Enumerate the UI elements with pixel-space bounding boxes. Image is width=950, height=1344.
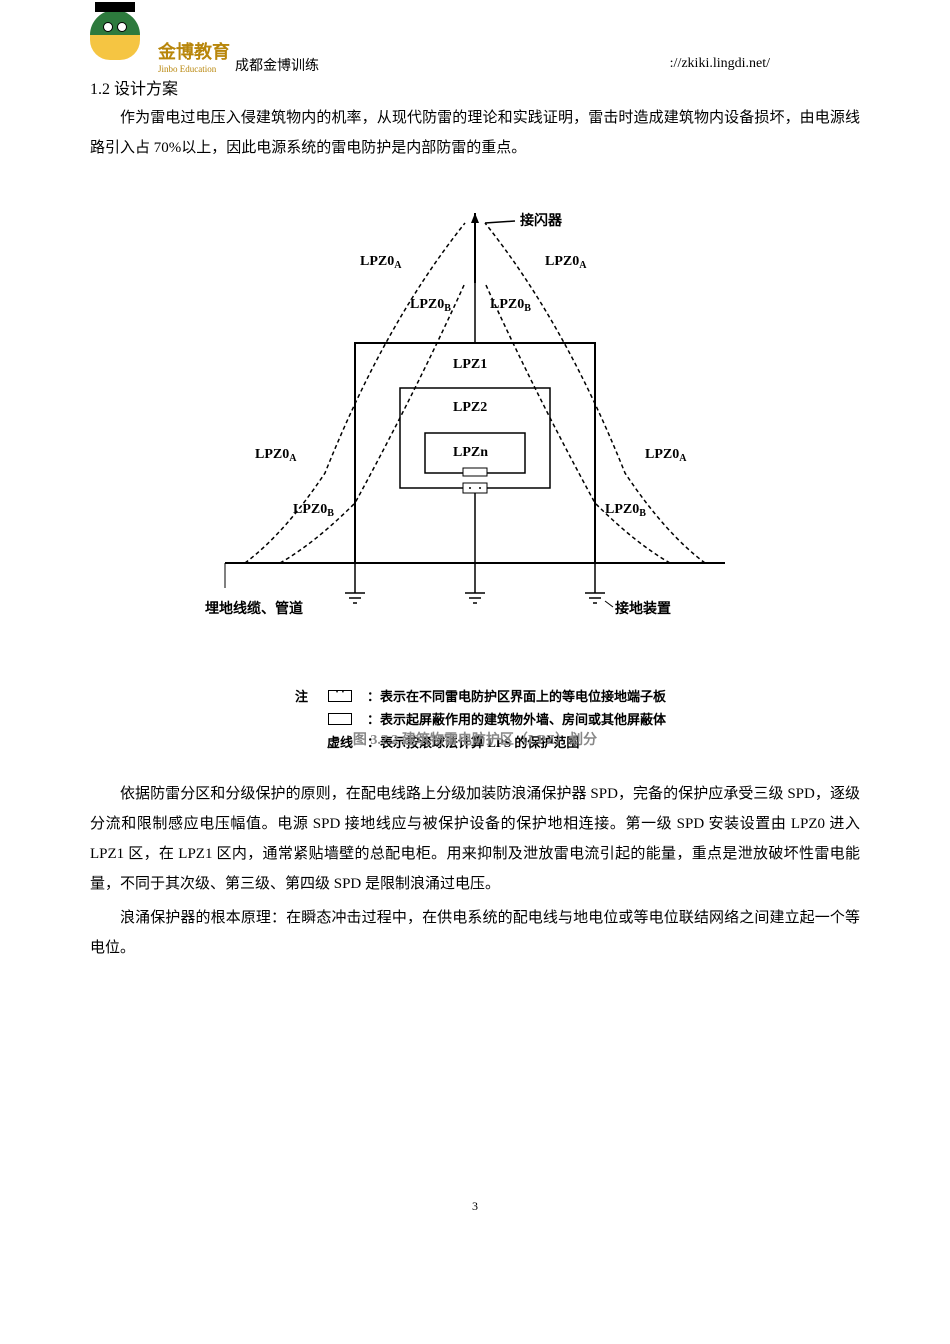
paragraph-1: 作为雷电过电压入侵建筑物内的机率，从现代防雷的理论和实践证明，雷击时造成建筑物内…: [90, 103, 860, 163]
legend-row-2: ：表示起屏蔽作用的建筑物外墙、房间或其他屏蔽体: [295, 709, 765, 728]
section-heading: 1.2 设计方案: [90, 75, 860, 99]
lpz0a-upper-right: LPZ0A: [545, 254, 587, 271]
lpzn-label: LPZn: [453, 445, 488, 460]
ground-symbol-left: [345, 593, 365, 603]
legend-note-label: 注: [295, 686, 325, 705]
grounding-device-label: 接地装置: [615, 600, 671, 617]
section-title-text: 设计方案: [114, 81, 178, 98]
header-url: ://zkiki.lingdi.net/: [670, 56, 770, 72]
ground-symbol-right: [585, 593, 605, 603]
legend-text-2: ：表示起屏蔽作用的建筑物外墙、房间或其他屏蔽体: [367, 709, 666, 728]
legend-symbol-dashed: 虚线: [325, 735, 355, 749]
org-name: 成都金博训练: [235, 10, 319, 75]
page-header: 金博教育 Jinbo Education 成都金博训练 ://zkiki.lin…: [90, 0, 860, 80]
lpz-diagram: 接闪器 LPZ1 LPZ0B LPZ0B LPZ0A LPZ0A LPZ2 LP…: [185, 193, 765, 751]
page-number: 3: [472, 1199, 478, 1214]
brand-text: 金博教育 Jinbo Education: [158, 10, 230, 74]
lpz0a-lower-left: LPZ0A: [255, 447, 297, 464]
brand-sub: Jinbo Education: [158, 64, 230, 74]
lpz0b-right: LPZ0B: [490, 297, 531, 314]
lpz0a-upper-left: LPZ0A: [360, 254, 402, 271]
air-terminal-label: 接闪器: [520, 212, 563, 229]
paragraph-2: 依据防雷分区和分级保护的原则，在配电线路上分级加装防浪涌保护器 SPD，完备的保…: [90, 779, 860, 899]
brand-logo: [90, 10, 150, 80]
section-number: 1.2: [90, 81, 110, 98]
lpz0a-lower-right: LPZ0A: [645, 447, 687, 464]
figure-caption: 图 3.2.2 建筑物雷电防护区（LPZ）划分: [353, 729, 597, 749]
legend-text-1: ：表示在不同雷电防护区界面上的等电位接地端子板: [367, 686, 666, 705]
buried-cable-label: 埋地线缆、管道: [205, 600, 303, 617]
legend-row-1: 注 ：表示在不同雷电防护区界面上的等电位接地端子板: [295, 686, 765, 705]
lpz2-label: LPZ2: [453, 400, 487, 415]
lpz-diagram-svg: 接闪器 LPZ1 LPZ0B LPZ0B LPZ0A LPZ0A LPZ2 LP…: [185, 193, 765, 673]
legend-symbol-terminal: [325, 689, 355, 703]
lpz0b-lower-right: LPZ0B: [605, 502, 646, 519]
lpz1-label: LPZ1: [453, 357, 487, 372]
legend-symbol-shield: [325, 712, 355, 726]
brand-name: 金博教育: [158, 38, 230, 64]
ground-symbol-center: [465, 593, 485, 603]
lpz0b-left: LPZ0B: [410, 297, 451, 314]
lpz0b-lower-left: LPZ0B: [293, 502, 334, 519]
paragraph-3: 浪涌保护器的根本原理：在瞬态冲击过程中，在供电系统的配电线与地电位或等电位联结网…: [90, 903, 860, 963]
